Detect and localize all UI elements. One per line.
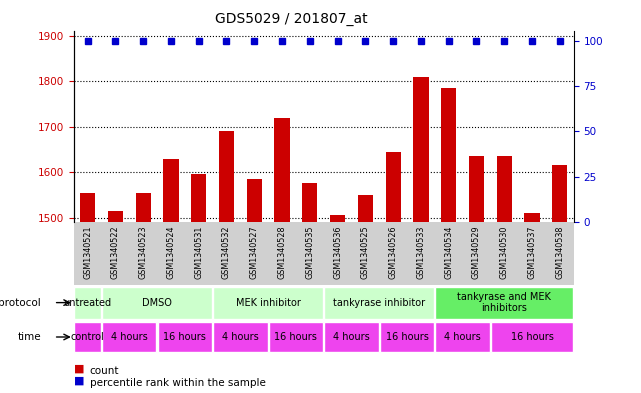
Text: protocol: protocol — [0, 298, 41, 308]
Bar — [74, 287, 101, 318]
Text: 16 hours: 16 hours — [163, 332, 206, 342]
Text: percentile rank within the sample: percentile rank within the sample — [90, 378, 265, 388]
Bar — [441, 88, 456, 222]
Bar — [552, 165, 567, 222]
Text: MEK inhibitor: MEK inhibitor — [236, 298, 301, 308]
Text: count: count — [90, 366, 119, 376]
Text: GSM1340534: GSM1340534 — [444, 225, 453, 279]
Text: 16 hours: 16 hours — [511, 332, 553, 342]
Text: tankyrase inhibitor: tankyrase inhibitor — [333, 298, 426, 308]
Text: GSM1340531: GSM1340531 — [194, 225, 203, 279]
Text: ■: ■ — [74, 364, 84, 373]
Text: GSM1340521: GSM1340521 — [83, 225, 92, 279]
Bar — [324, 322, 379, 352]
Text: GDS5029 / 201807_at: GDS5029 / 201807_at — [215, 11, 368, 26]
Text: GSM1340525: GSM1340525 — [361, 225, 370, 279]
Text: GSM1340527: GSM1340527 — [250, 225, 259, 279]
Bar — [324, 287, 434, 318]
Bar — [469, 156, 484, 222]
Bar — [413, 77, 429, 222]
Text: ■: ■ — [74, 375, 84, 385]
Text: tankyrase and MEK
inhibitors: tankyrase and MEK inhibitors — [457, 292, 551, 313]
Text: DMSO: DMSO — [142, 298, 172, 308]
Text: 16 hours: 16 hours — [274, 332, 317, 342]
Text: GSM1340523: GSM1340523 — [138, 225, 147, 279]
Text: 4 hours: 4 hours — [111, 332, 147, 342]
Bar — [158, 322, 212, 352]
Text: GSM1340532: GSM1340532 — [222, 225, 231, 279]
Bar — [524, 213, 540, 222]
Bar — [435, 287, 573, 318]
Bar — [102, 287, 212, 318]
Bar — [108, 211, 123, 222]
Text: untreated: untreated — [63, 298, 112, 308]
Text: GSM1340528: GSM1340528 — [278, 225, 287, 279]
Bar — [247, 179, 262, 222]
Bar — [102, 322, 156, 352]
Bar — [330, 215, 345, 222]
Text: 4 hours: 4 hours — [222, 332, 259, 342]
Text: GSM1340530: GSM1340530 — [500, 225, 509, 279]
Bar — [80, 193, 96, 222]
Bar — [269, 322, 323, 352]
Bar — [491, 322, 573, 352]
Bar — [213, 322, 267, 352]
Text: GSM1340535: GSM1340535 — [305, 225, 314, 279]
Text: GSM1340533: GSM1340533 — [417, 225, 426, 279]
Text: time: time — [17, 332, 41, 342]
Bar — [358, 195, 373, 222]
Text: 4 hours: 4 hours — [444, 332, 481, 342]
Bar — [302, 184, 317, 222]
Bar — [385, 152, 401, 222]
Bar — [219, 131, 234, 222]
Text: 16 hours: 16 hours — [386, 332, 428, 342]
Bar — [163, 158, 179, 222]
Bar — [74, 322, 101, 352]
Bar — [213, 287, 323, 318]
Text: GSM1340529: GSM1340529 — [472, 225, 481, 279]
Text: control: control — [71, 332, 104, 342]
Bar — [191, 174, 206, 222]
Text: GSM1340526: GSM1340526 — [388, 225, 397, 279]
Text: GSM1340524: GSM1340524 — [167, 225, 176, 279]
Text: GSM1340536: GSM1340536 — [333, 225, 342, 279]
Text: GSM1340537: GSM1340537 — [528, 225, 537, 279]
Bar — [274, 118, 290, 222]
Bar — [380, 322, 434, 352]
Text: GSM1340538: GSM1340538 — [555, 225, 564, 279]
Bar — [135, 193, 151, 222]
Text: 4 hours: 4 hours — [333, 332, 370, 342]
Bar — [435, 322, 490, 352]
Text: GSM1340522: GSM1340522 — [111, 225, 120, 279]
Bar — [497, 156, 512, 222]
